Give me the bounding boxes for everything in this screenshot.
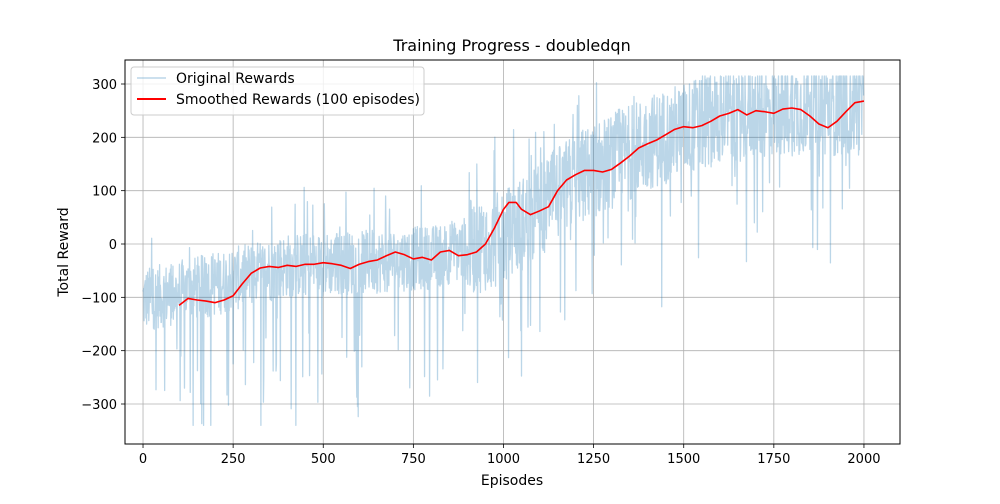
x-axis-ticks: 0 250 500 750 1000 1250 1500 1750 2000 <box>139 444 881 467</box>
legend-label-original-rewards: Original Rewards <box>176 71 295 87</box>
y-tick-label: 100 <box>92 185 117 200</box>
line-smoothed-rewards <box>178 100 865 306</box>
legend-label-smoothed-rewards: Smoothed Rewards (100 episodes) <box>176 92 420 108</box>
y-axis-ticks: −300 −200 −100 0 100 200 300 <box>81 78 125 413</box>
x-tick-label: 500 <box>311 452 336 467</box>
series-smoothed-rewards <box>178 100 865 306</box>
y-tick-label: −200 <box>81 345 117 360</box>
legend-box <box>130 66 425 116</box>
series-original-rewards <box>142 75 865 426</box>
x-tick-label: 250 <box>221 452 246 467</box>
x-tick-label: 1750 <box>757 452 790 467</box>
y-tick-label: −300 <box>81 398 117 413</box>
x-tick-label: 1500 <box>667 452 700 467</box>
plot-area <box>125 60 900 444</box>
y-tick-label: −100 <box>81 291 117 306</box>
line-original-rewards <box>142 75 865 426</box>
plot-frame <box>124 59 901 445</box>
legend: Original Rewards Smoothed Rewards (100 e… <box>130 66 425 116</box>
grid-x <box>142 60 865 444</box>
y-tick-label: 300 <box>92 78 117 93</box>
x-tick-label: 750 <box>401 452 426 467</box>
x-tick-label: 1000 <box>487 452 520 467</box>
y-tick-label: 0 <box>109 238 117 253</box>
x-tick-label: 2000 <box>847 452 880 467</box>
y-tick-label: 200 <box>92 131 117 146</box>
x-tick-label: 1250 <box>577 452 610 467</box>
chart-title: Training Progress - doubledqn <box>392 36 630 55</box>
y-axis-label: Total Reward <box>56 207 72 297</box>
x-tick-label: 0 <box>139 452 147 467</box>
x-axis-label: Episodes <box>481 473 543 489</box>
